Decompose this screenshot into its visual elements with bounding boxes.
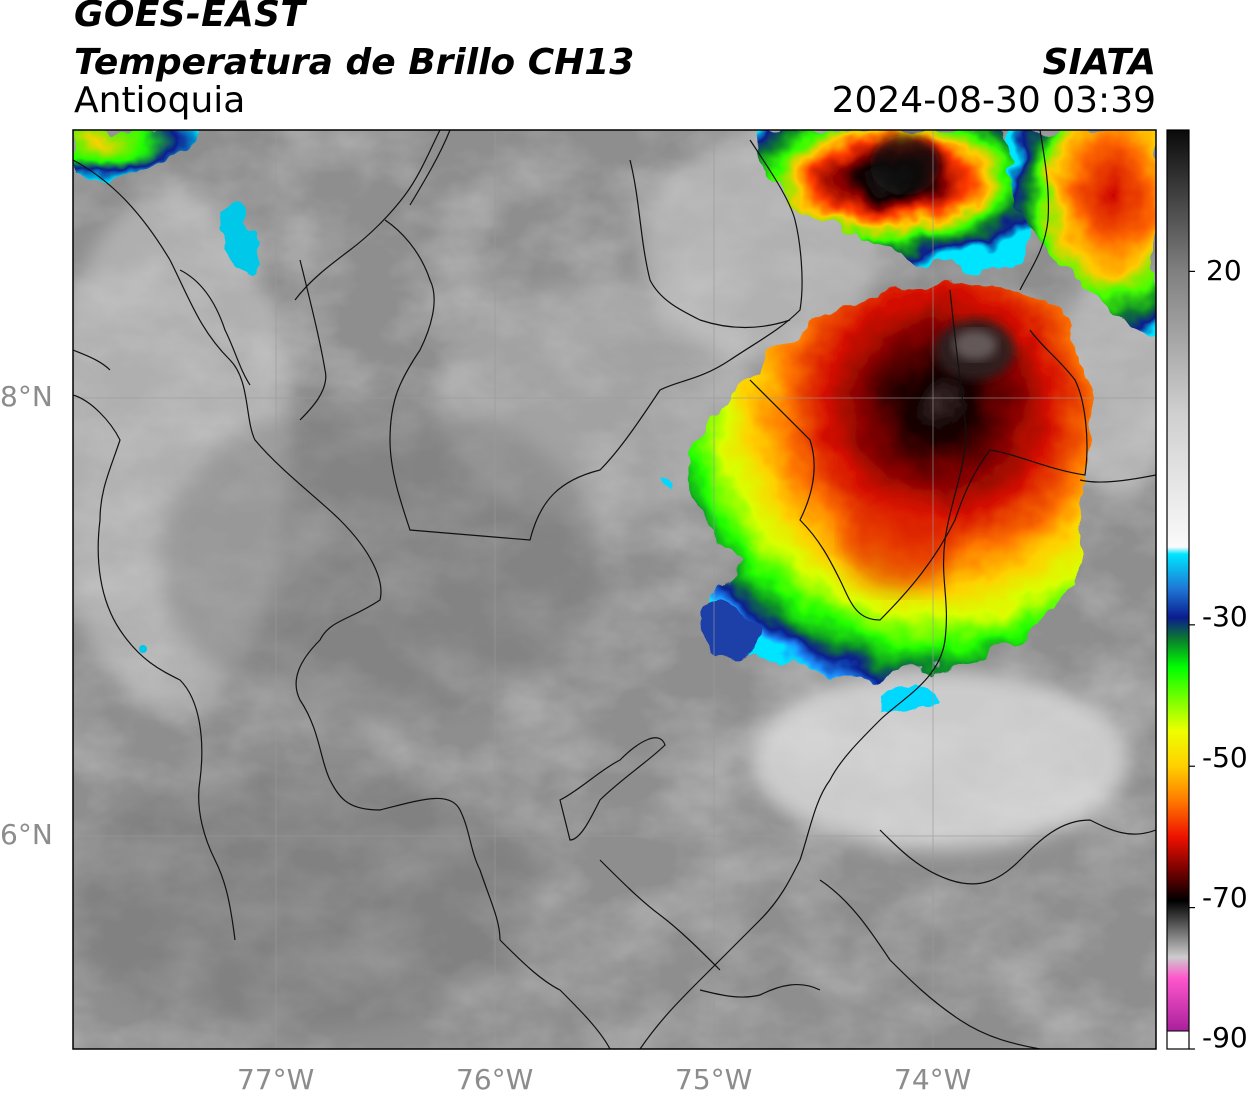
colorbar-label-minus70: -70 — [1202, 881, 1248, 914]
satellite-name: GOES-EAST — [74, 0, 306, 35]
graticule — [73, 130, 1156, 1049]
lon-label-77: 77°W — [237, 1063, 315, 1096]
boundaries — [73, 130, 1156, 1049]
colorbar-label-minus30: -30 — [1202, 600, 1248, 633]
colorbar-label-minus50: -50 — [1202, 741, 1248, 774]
timestamp: 2024-08-30 03:39 — [831, 80, 1156, 121]
colorbar-label-minus90: -90 — [1202, 1021, 1248, 1054]
lon-label-74: 74°W — [894, 1063, 972, 1096]
storm-northeast — [1010, 130, 1156, 340]
storm-northwest — [73, 130, 200, 181]
colorbar — [1166, 129, 1195, 1050]
lon-label-76: 76°W — [456, 1063, 534, 1096]
storm-main — [690, 286, 1092, 680]
lon-label-75: 75°W — [675, 1063, 753, 1096]
colorbar-label-20: 20 — [1206, 254, 1242, 287]
cold-cloud-patches — [139, 205, 940, 716]
lat-label-6: 6°N — [0, 818, 53, 851]
satellite-imagery — [73, 130, 1156, 1049]
organization-name: SIATA — [1042, 42, 1156, 83]
lat-label-8: 8°N — [0, 380, 53, 413]
map-frame — [72, 129, 1157, 1050]
product-title: Temperatura de Brillo CH13 — [74, 42, 635, 83]
storm-north — [750, 130, 1031, 271]
region-name: Antioquia — [74, 80, 246, 121]
